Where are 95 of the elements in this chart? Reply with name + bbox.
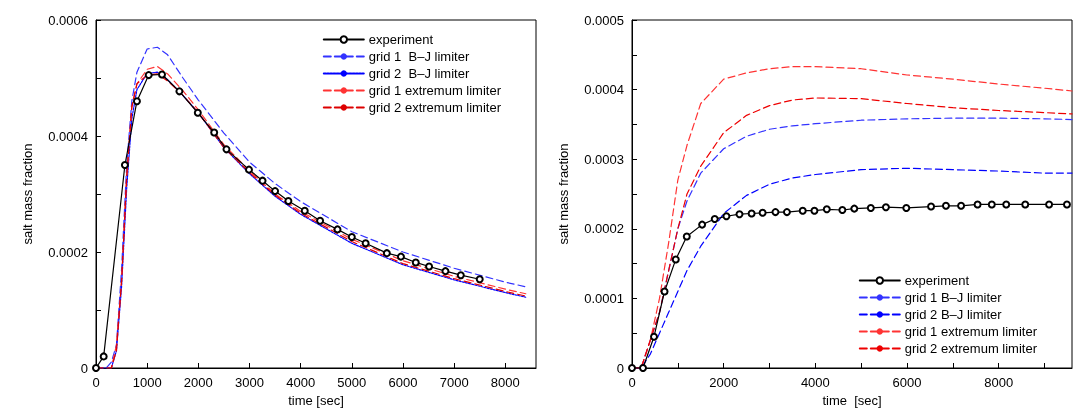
point <box>456 271 465 280</box>
point <box>782 208 791 217</box>
point <box>222 145 231 154</box>
point <box>411 258 420 267</box>
point <box>798 206 807 215</box>
point <box>941 201 950 210</box>
point <box>639 364 647 372</box>
y-tick-label: 0 <box>80 360 88 376</box>
point <box>1021 200 1030 209</box>
x-tick-label: 6000 <box>892 375 922 390</box>
point <box>660 287 669 296</box>
point <box>650 332 658 341</box>
point <box>722 212 731 221</box>
point <box>99 352 108 361</box>
point <box>771 208 780 217</box>
legend-label: grid 2 extremum limiter <box>904 341 1038 356</box>
point <box>1045 200 1054 209</box>
x-tick-label: 2000 <box>183 375 213 390</box>
x-tick-label: 0 <box>92 375 100 390</box>
point <box>671 255 680 264</box>
point <box>144 71 153 80</box>
legend-label: grid 1 B–J limiter <box>368 49 470 64</box>
legend-label: grid 2 extremum limiter <box>368 100 502 115</box>
y-tick-label: 0.0003 <box>584 151 624 167</box>
x-tick-label: 0 <box>628 375 636 390</box>
point <box>316 216 325 225</box>
point <box>987 200 996 209</box>
point <box>822 205 831 214</box>
point <box>210 128 219 137</box>
point <box>838 206 847 215</box>
point <box>850 204 859 213</box>
x-tick-label: 7000 <box>439 375 469 390</box>
point <box>361 239 370 248</box>
y-tick-label: 0.0002 <box>584 221 624 237</box>
point <box>92 364 100 372</box>
legend-label: grid 1 extremum limiter <box>904 324 1038 339</box>
y-tick-label: 0 <box>616 360 624 376</box>
point <box>441 267 450 276</box>
point <box>927 202 936 211</box>
point <box>396 252 405 261</box>
point <box>881 203 890 212</box>
x-tick-label: 5000 <box>337 375 367 390</box>
y-tick-label: 0.0004 <box>48 128 88 144</box>
point <box>475 275 484 284</box>
point <box>244 165 253 174</box>
y-tick-label: 0.0006 <box>48 12 88 28</box>
y-axis-title: salt mass fraction <box>20 143 35 245</box>
x-tick-label: 4000 <box>286 375 316 390</box>
x-axis-title: time [sec] <box>822 392 882 408</box>
point <box>682 232 691 241</box>
point <box>120 161 129 169</box>
point <box>973 200 982 209</box>
x-tick-label: 8000 <box>984 375 1014 390</box>
point <box>747 209 756 218</box>
x-tick-label: 3000 <box>235 375 264 390</box>
y-tick-label: 0.0005 <box>584 12 624 28</box>
x-tick-label: 2000 <box>709 375 739 390</box>
y-tick-label: 0.0001 <box>584 290 624 306</box>
legend-label: grid 1 extremum limiter <box>368 83 502 98</box>
x-tick-label: 1000 <box>132 375 162 390</box>
point <box>347 232 356 241</box>
y-axis-title: salt mass fraction <box>556 143 571 245</box>
point <box>1062 200 1071 209</box>
point <box>902 203 911 212</box>
x-tick-label: 8000 <box>490 375 520 390</box>
point <box>710 215 719 224</box>
point <box>271 187 280 196</box>
point <box>284 196 293 205</box>
point <box>193 108 202 117</box>
x-tick-label: 4000 <box>800 375 830 390</box>
x-axis-title: time [sec] <box>288 392 344 408</box>
legend-label: grid 2 B–J limiter <box>904 307 1003 322</box>
point <box>957 201 966 210</box>
point <box>698 220 707 229</box>
point <box>628 364 636 372</box>
legend-label: experiment <box>368 32 434 47</box>
point <box>382 249 391 258</box>
point <box>300 206 309 215</box>
point <box>735 210 744 219</box>
y-tick-label: 0.0002 <box>48 244 88 260</box>
point <box>158 70 166 79</box>
x-tick-label: 6000 <box>388 375 418 390</box>
legend-label: experiment <box>904 273 970 288</box>
point <box>333 225 342 234</box>
legend-label: grid 1 B–J limiter <box>904 290 1003 305</box>
point <box>810 206 819 215</box>
legend-label: grid 2 B–J limiter <box>368 66 470 81</box>
point <box>1002 200 1011 209</box>
point <box>425 262 434 271</box>
y-tick-label: 0.0004 <box>584 82 624 98</box>
point <box>866 203 875 212</box>
point <box>258 176 267 185</box>
point <box>175 87 184 96</box>
point <box>758 208 767 217</box>
point <box>132 97 141 106</box>
